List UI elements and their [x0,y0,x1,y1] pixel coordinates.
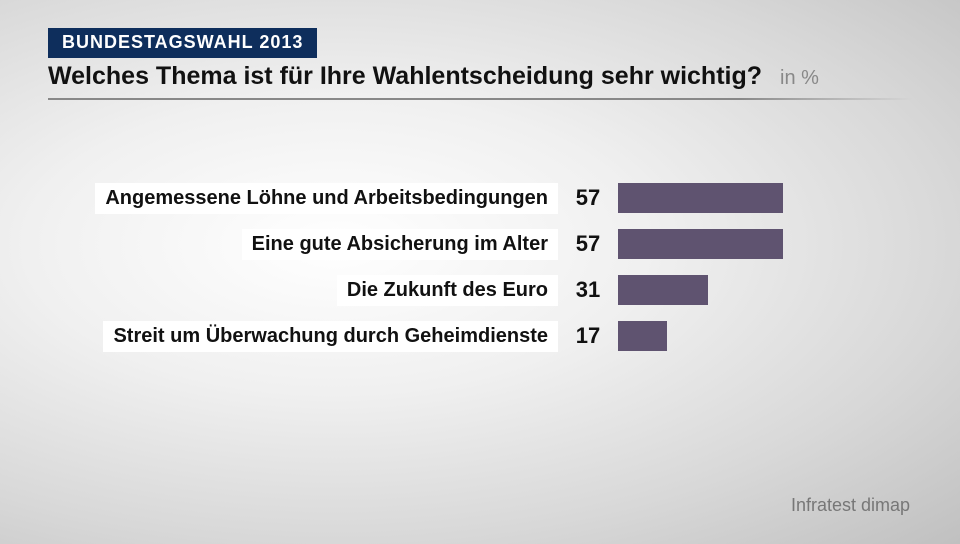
row-label: Die Zukunft des Euro [337,275,558,306]
bar [618,183,783,213]
chart-row: Streit um Überwachung durch Geheimdienst… [48,316,912,356]
bar [618,321,667,351]
bar-col [618,321,912,351]
bar [618,229,783,259]
bar-chart: Angemessene Löhne und Arbeitsbedingungen… [48,178,912,362]
bar-col [618,183,912,213]
chart-row: Angemessene Löhne und Arbeitsbedingungen… [48,178,912,218]
label-col: Streit um Überwachung durch Geheimdienst… [48,321,558,352]
row-value: 57 [558,231,618,257]
row-label: Streit um Überwachung durch Geheimdienst… [103,321,558,352]
header-rule [48,98,912,100]
chart-row: Eine gute Absicherung im Alter 57 [48,224,912,264]
bar [618,275,708,305]
label-col: Eine gute Absicherung im Alter [48,229,558,260]
row-label: Angemessene Löhne und Arbeitsbedingungen [95,183,558,214]
row-label: Eine gute Absicherung im Alter [242,229,558,260]
row-value: 31 [558,277,618,303]
row-value: 17 [558,323,618,349]
bar-col [618,229,912,259]
question-text: Welches Thema ist für Ihre Wahlentscheid… [48,62,762,91]
bar-col [618,275,912,305]
label-col: Angemessene Löhne und Arbeitsbedingungen [48,183,558,214]
header-band: BUNDESTAGSWAHL 2013 [48,28,317,58]
row-value: 57 [558,185,618,211]
label-col: Die Zukunft des Euro [48,275,558,306]
chart-row: Die Zukunft des Euro 31 [48,270,912,310]
unit-label: in % [780,67,819,90]
source-credit: Infratest dimap [791,495,910,516]
question-row: Welches Thema ist für Ihre Wahlentscheid… [48,62,912,91]
